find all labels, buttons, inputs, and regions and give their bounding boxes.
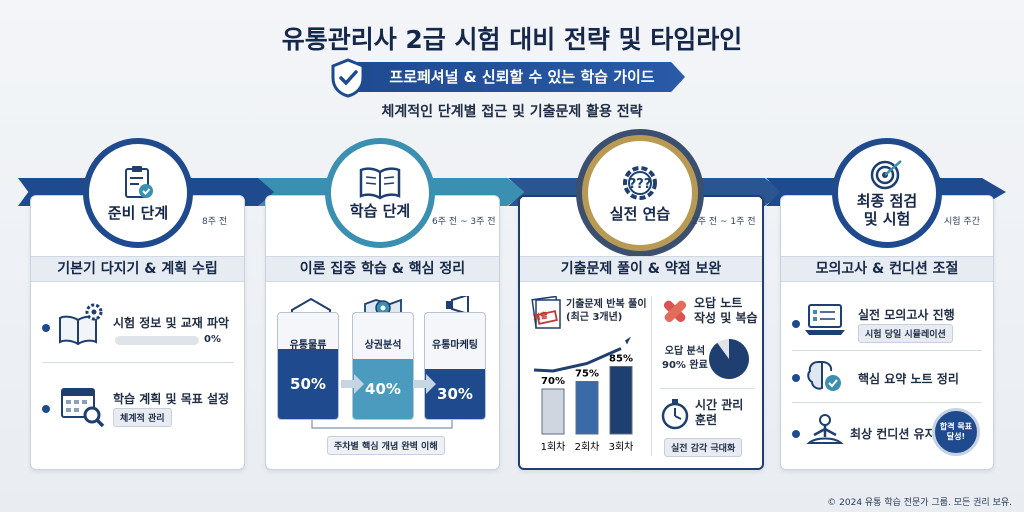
- bandage-x-icon: [663, 300, 687, 323]
- divider: [660, 388, 755, 389]
- subject-bucket: 유통물류 일반50%: [277, 312, 339, 420]
- phase-circle-study: 학습 단계: [325, 138, 435, 248]
- phase-name: 실전 연습: [609, 205, 671, 223]
- subject-bucket: 상권분석 40%: [352, 312, 414, 420]
- flow-arrows: [311, 374, 453, 429]
- phase-heading: 모의고사 & 컨디션 조절: [781, 256, 993, 282]
- svg-text:???: ???: [629, 177, 652, 192]
- subject-fill: 30%: [425, 369, 485, 419]
- exam-papers-icon: [531, 296, 561, 329]
- open-book-icon: [359, 167, 401, 200]
- stopwatch-icon: [661, 399, 689, 430]
- phase-circle-prep: 준비 단계: [83, 138, 193, 248]
- phase-heading: 기본기 다지기 & 계획 수립: [31, 256, 244, 282]
- bullet-dot: [792, 374, 800, 382]
- phase-timing: 8주 전: [202, 217, 228, 227]
- score-bar: [541, 388, 565, 435]
- phase-circle-final: 최종 점검 및 시험: [832, 138, 942, 248]
- subject-bucket: 유통마케팅 30%: [424, 312, 486, 420]
- subject-label: 유통마케팅: [432, 340, 478, 351]
- phase-name: 학습 단계: [349, 202, 411, 220]
- divider: [792, 350, 982, 351]
- phase-name: 준비 단계: [107, 204, 169, 222]
- phase-timing: 2주 전 ~ 1주 전: [692, 217, 756, 227]
- clipboard-check-icon: [125, 166, 153, 198]
- item-title: 학습 계획 및 목표 설정: [113, 392, 230, 406]
- item-title: 최상 컨디션 유지: [850, 427, 936, 441]
- shield-check-icon: [331, 58, 365, 98]
- divider: [792, 402, 982, 403]
- score-category: 1회차: [541, 441, 566, 453]
- practice-title: 기출문제 반복 풀이 (최근 3개년): [566, 299, 647, 323]
- score-category: 2회차: [575, 441, 600, 453]
- practice-score-chart: 70% 1회차 75% 2회차 85% 3회차: [533, 336, 634, 453]
- calendar-search-icon: [61, 388, 105, 428]
- score-bar: [575, 381, 599, 435]
- gear-question-icon: ???: [623, 166, 657, 200]
- item-tag: 시험 당일 시뮬레이션: [858, 324, 953, 343]
- progress-bar: [115, 336, 199, 345]
- item-title: 핵심 요약 노트 정리: [858, 372, 959, 386]
- trend-arrow: [533, 347, 622, 373]
- study-note: 주차별 핵심 개념 완벽 이해: [327, 436, 445, 455]
- divider: [42, 362, 234, 363]
- item-title: 시험 정보 및 교재 파악: [113, 316, 230, 330]
- phase-heading: 기출문제 풀이 & 약점 보완: [520, 256, 762, 282]
- banner-text: 프로페셔널 & 신뢰할 수 있는 학습 가이드: [389, 68, 655, 86]
- bullet-dot: [42, 405, 50, 413]
- brain-check-icon: [807, 361, 841, 391]
- guide-banner: [340, 62, 685, 92]
- subject-label: 상권분석: [364, 340, 402, 351]
- goal-badge: 합격 목표 달성!: [932, 408, 980, 456]
- phase-heading: 이론 집중 학습 & 핵심 정리: [266, 256, 499, 282]
- trend-arrowhead: [625, 336, 631, 345]
- page-subtitle: 체계적인 단계별 접근 및 기출문제 활용 전략: [381, 104, 643, 120]
- score-label: 75%: [575, 369, 599, 380]
- bullet-dot: [42, 324, 50, 332]
- bullet-dot: [792, 430, 800, 438]
- score-label: 85%: [609, 354, 633, 365]
- phase-timing: 시험 주간: [944, 217, 980, 227]
- score-label: 70%: [541, 376, 565, 387]
- wrong-note-title: 오답 노트 작성 및 복습: [694, 296, 758, 325]
- subject-fill: 40%: [353, 359, 413, 419]
- phase-circle-practice: ??? 실전 연습: [582, 135, 698, 251]
- phase-timing: 6주 전 ~ 3주 전: [432, 217, 496, 227]
- page-title: 유통관리사 2급 시험 대비 전략 및 타임라인: [281, 25, 743, 54]
- wrong-analysis-pie: [709, 339, 749, 379]
- phase-name: 최종 점검 및 시험: [856, 192, 918, 228]
- progress-value: 0%: [204, 334, 221, 345]
- target-icon: [870, 160, 902, 190]
- item-title: 실전 모의고사 진행: [858, 308, 955, 322]
- score-category: 3회차: [609, 441, 634, 453]
- book-gear-icon: [59, 303, 103, 346]
- item-tag: 체계적 관리: [113, 408, 172, 427]
- time-tag: 실전 감각 극대화: [664, 438, 743, 457]
- laptop-checklist-icon: [805, 304, 845, 335]
- meditation-icon: [806, 414, 844, 444]
- footer-copyright: © 2024 유통 학습 전문가 그룹. 모든 권리 보유.: [827, 498, 1012, 508]
- bullet-dot: [792, 320, 800, 328]
- score-bar: [609, 366, 633, 435]
- time-mgmt-title: 시간 관리 훈련: [695, 398, 744, 427]
- subject-fill: 50%: [278, 349, 338, 419]
- pie-done: [709, 339, 749, 379]
- divider: [651, 296, 652, 456]
- wrong-progress-text: 오답 분석 90% 완료: [662, 346, 708, 371]
